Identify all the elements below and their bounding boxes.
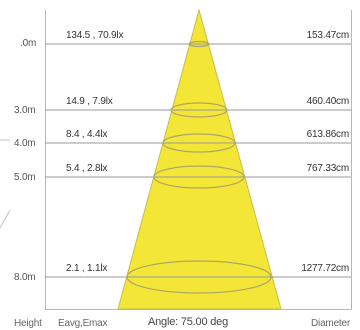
height-label-0: .0m	[20, 38, 37, 49]
light-cone	[117, 8, 282, 310]
illuminance-label-4: 2.1 , 1.1lx	[66, 263, 108, 274]
illuminance-label-1: 14.9 , 7.9lx	[66, 96, 113, 107]
diameter-label-1: 460.40cm	[306, 96, 350, 107]
height-label-1: 3.0m	[14, 105, 36, 116]
beam-ellipse-1	[170, 102, 228, 118]
height-label-3: 5.0m	[14, 172, 36, 183]
diameter-label-3: 767.33cm	[306, 163, 350, 174]
illuminance-label-0: 134.5 , 70.9lx	[66, 30, 124, 41]
footer-height-label: Height	[14, 318, 42, 329]
beam-ellipse-3	[153, 165, 245, 189]
illuminance-label-3: 5.4 , 2.8lx	[66, 163, 108, 174]
beam-ellipse-0	[188, 40, 210, 48]
height-label-4: 8.0m	[14, 272, 36, 283]
grid-lines	[45, 43, 351, 278]
footer-eavg-label: Eavg,Emax	[58, 318, 108, 329]
footer-diameter-label: Diameter	[311, 318, 350, 329]
beam-ellipse-4	[126, 260, 272, 294]
diameter-label-2: 613.86cm	[306, 129, 350, 140]
diameter-label-4: 1277.72cm	[301, 263, 349, 274]
left-edge-diagonal	[0, 209, 11, 229]
height-label-2: 4.0m	[14, 138, 36, 149]
illuminance-label-2: 8.4 , 4.4lx	[66, 129, 108, 140]
beam-ellipse-2	[162, 133, 236, 153]
diameter-label-0: 153.47cm	[306, 30, 350, 41]
beam-ellipses	[126, 40, 272, 294]
beam-angle-label: Angle: 75.00 deg	[148, 316, 228, 328]
